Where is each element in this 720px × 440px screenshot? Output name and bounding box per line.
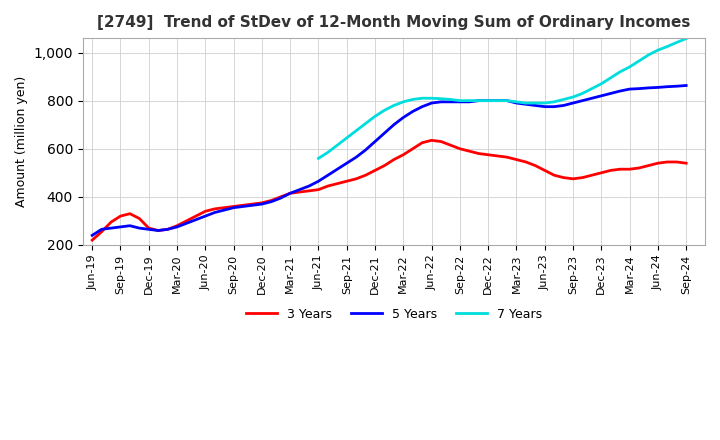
3 Years	[474, 151, 483, 156]
3 Years	[163, 227, 172, 232]
7 Years	[323, 150, 332, 155]
7 Years	[352, 128, 361, 133]
7 Years	[559, 97, 568, 102]
7 Years	[663, 44, 672, 49]
7 Years	[578, 91, 587, 96]
7 Years	[512, 99, 521, 104]
7 Years	[333, 143, 342, 148]
7 Years	[399, 99, 408, 104]
7 Years	[550, 99, 559, 104]
7 Years	[644, 52, 653, 58]
7 Years	[390, 103, 398, 108]
7 Years	[418, 95, 426, 101]
3 Years	[333, 181, 342, 186]
Line: 7 Years: 7 Years	[318, 39, 686, 158]
7 Years	[465, 98, 474, 103]
5 Years	[682, 83, 690, 88]
7 Years	[380, 108, 389, 113]
7 Years	[625, 64, 634, 70]
5 Years	[333, 167, 342, 172]
7 Years	[531, 100, 539, 106]
Title: [2749]  Trend of StDev of 12-Month Moving Sum of Ordinary Incomes: [2749] Trend of StDev of 12-Month Moving…	[97, 15, 690, 30]
5 Years	[380, 131, 389, 136]
7 Years	[521, 100, 530, 106]
7 Years	[446, 97, 455, 102]
7 Years	[635, 59, 644, 64]
7 Years	[437, 96, 446, 101]
7 Years	[597, 81, 606, 86]
5 Years	[88, 233, 96, 238]
7 Years	[361, 121, 370, 126]
7 Years	[427, 95, 436, 101]
7 Years	[314, 156, 323, 161]
3 Years	[484, 152, 492, 158]
Line: 3 Years: 3 Years	[92, 140, 686, 240]
7 Years	[569, 95, 577, 100]
3 Years	[682, 161, 690, 166]
7 Years	[606, 75, 615, 81]
7 Years	[654, 48, 662, 53]
7 Years	[541, 100, 549, 106]
7 Years	[493, 98, 502, 103]
7 Years	[682, 36, 690, 41]
7 Years	[456, 98, 464, 103]
7 Years	[588, 86, 596, 91]
7 Years	[343, 135, 351, 140]
7 Years	[408, 97, 417, 102]
7 Years	[616, 69, 624, 74]
3 Years	[418, 140, 426, 145]
5 Years	[163, 227, 172, 232]
3 Years	[88, 238, 96, 243]
7 Years	[503, 98, 511, 103]
7 Years	[672, 40, 681, 45]
5 Years	[465, 99, 474, 104]
5 Years	[474, 98, 483, 103]
Line: 5 Years: 5 Years	[92, 85, 686, 235]
3 Years	[380, 163, 389, 168]
7 Years	[371, 114, 379, 119]
3 Years	[427, 138, 436, 143]
5 Years	[418, 104, 426, 109]
Legend: 3 Years, 5 Years, 7 Years: 3 Years, 5 Years, 7 Years	[240, 303, 547, 326]
7 Years	[484, 98, 492, 103]
7 Years	[474, 98, 483, 103]
Y-axis label: Amount (million yen): Amount (million yen)	[15, 76, 28, 207]
